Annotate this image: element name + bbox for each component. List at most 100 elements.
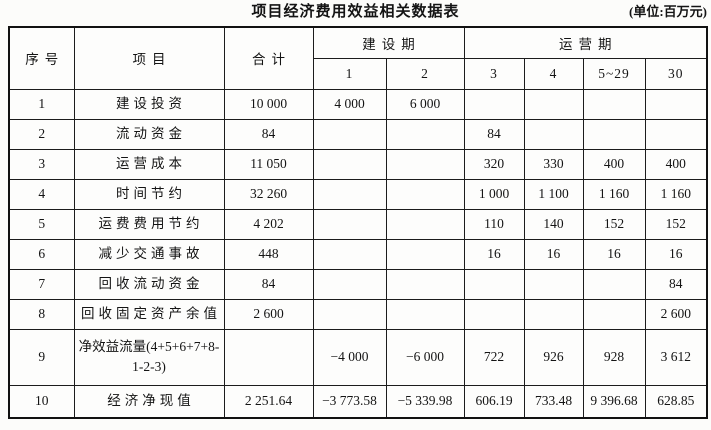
cell-value: 606.19	[463, 384, 525, 419]
cell-value: 1 160	[582, 178, 646, 210]
cell-value	[385, 298, 465, 330]
cell-value: 152	[582, 208, 646, 240]
cell-serial-number: 8	[8, 298, 75, 330]
cell-value: 628.85	[644, 384, 708, 419]
cell-item-label: 回收流动资金	[73, 268, 225, 300]
cell-value	[582, 118, 646, 150]
cell-serial-number: 7	[8, 268, 75, 300]
header-year-col: 3	[463, 57, 525, 90]
cell-value	[385, 118, 465, 150]
header-year-col: 30	[644, 57, 708, 90]
header-year-col: 2	[385, 57, 465, 90]
cell-value	[582, 88, 646, 120]
cell-item-label: 经济净现值	[73, 384, 225, 419]
cell-value	[644, 118, 708, 150]
cell-value	[385, 238, 465, 270]
cell-item-label: 流动资金	[73, 118, 225, 150]
cell-value	[312, 268, 387, 300]
cell-value: 11 050	[223, 148, 314, 180]
cell-value: 320	[463, 148, 525, 180]
cell-value	[312, 118, 387, 150]
cell-value	[385, 148, 465, 180]
cell-item-label: 运营成本	[73, 148, 225, 180]
title-row: 项目经济费用效益相关数据表 (单位:百万元)	[0, 0, 711, 26]
table-row: 7 回收流动资金 84 84	[8, 268, 708, 300]
cell-value: 140	[523, 208, 584, 240]
cell-value: 2 600	[223, 298, 314, 330]
cell-item-label: 建设投资	[73, 88, 225, 120]
cell-value: 733.48	[523, 384, 584, 419]
cell-serial-number: 5	[8, 208, 75, 240]
cell-value: 6 000	[385, 88, 465, 120]
cell-value: 4 202	[223, 208, 314, 240]
cell-value: 1 100	[523, 178, 584, 210]
cell-value	[223, 328, 314, 386]
cell-serial-number: 3	[8, 148, 75, 180]
cell-value: 1 160	[644, 178, 708, 210]
cell-value: 16	[523, 238, 584, 270]
table-row: 10 经济净现值 2 251.64 −3 773.58 −5 339.98 606.19 7…	[8, 384, 708, 419]
cell-value	[312, 148, 387, 180]
table-row: 4 时间节约 32 260 1 000 1 100 1 160 1 160	[8, 178, 708, 210]
cell-value: 722	[463, 328, 525, 386]
cell-item-label: 回收固定资产余值	[73, 298, 225, 330]
unit-note: (单位:百万元)	[629, 4, 707, 19]
cell-value: 400	[644, 148, 708, 180]
cell-value	[312, 238, 387, 270]
cell-value: 16	[463, 238, 525, 270]
cell-value	[312, 178, 387, 210]
cell-serial-number: 9	[8, 328, 75, 386]
cell-value: 84	[223, 118, 314, 150]
cell-serial-number: 10	[8, 384, 75, 419]
cell-value	[523, 298, 584, 330]
cell-serial-number: 6	[8, 238, 75, 270]
cell-value	[582, 268, 646, 300]
cell-item-label: 时间节约	[73, 178, 225, 210]
cell-value: 928	[582, 328, 646, 386]
cell-value: 32 260	[223, 178, 314, 210]
cell-item-label: 运费费用节约	[73, 208, 225, 240]
header-year-col: 5~29	[582, 57, 646, 90]
table-row: 5 运费费用节约 4 202 110 140 152 152	[8, 208, 708, 240]
cell-value: 3 612	[644, 328, 708, 386]
cell-value	[523, 88, 584, 120]
cell-value: 1 000	[463, 178, 525, 210]
cell-value: 448	[223, 238, 314, 270]
cell-value	[312, 298, 387, 330]
cell-value: 84	[223, 268, 314, 300]
header-serial-number: 序号	[8, 26, 75, 90]
table-row: 1 建设投资 10 000 4 000 6 000	[8, 88, 708, 120]
cell-item-label: 减少交通事故	[73, 238, 225, 270]
cell-value: 10 000	[223, 88, 314, 120]
cell-value	[312, 208, 387, 240]
header-operation-period: 运营期	[463, 26, 708, 59]
cell-serial-number: 1	[8, 88, 75, 120]
cell-value: 926	[523, 328, 584, 386]
header-year-col: 4	[523, 57, 584, 90]
cell-value	[523, 268, 584, 300]
cell-value: 16	[644, 238, 708, 270]
cell-value: 400	[582, 148, 646, 180]
cell-item-label: 净效益流量(4+5+6+7+8-1-2-3)	[73, 328, 225, 386]
cell-value: 9 396.68	[582, 384, 646, 419]
table-row: 9 净效益流量(4+5+6+7+8-1-2-3) −4 000 −6 000 722 92…	[8, 328, 708, 386]
table-row: 2 流动资金 84 84	[8, 118, 708, 150]
cell-value	[385, 268, 465, 300]
cell-value: −5 339.98	[385, 384, 465, 419]
table-row: 3 运营成本 11 050 320 330 400 400	[8, 148, 708, 180]
cell-value	[523, 118, 584, 150]
cell-value: −6 000	[385, 328, 465, 386]
cell-value	[644, 88, 708, 120]
cell-value	[582, 298, 646, 330]
cell-value	[463, 298, 525, 330]
economic-data-table: 序号 项目 合计 建设期 运营期 1 2 3 4 5~29 30 1 建设投资 10 000 4…	[8, 26, 708, 419]
cell-value	[385, 208, 465, 240]
header-year-col: 1	[312, 57, 387, 90]
cell-value: 84	[463, 118, 525, 150]
cell-serial-number: 2	[8, 118, 75, 150]
cell-value	[385, 178, 465, 210]
cell-value: −4 000	[312, 328, 387, 386]
table-row: 6 减少交通事故 448 16 16 16 16	[8, 238, 708, 270]
table-title: 项目经济费用效益相关数据表	[251, 4, 460, 20]
